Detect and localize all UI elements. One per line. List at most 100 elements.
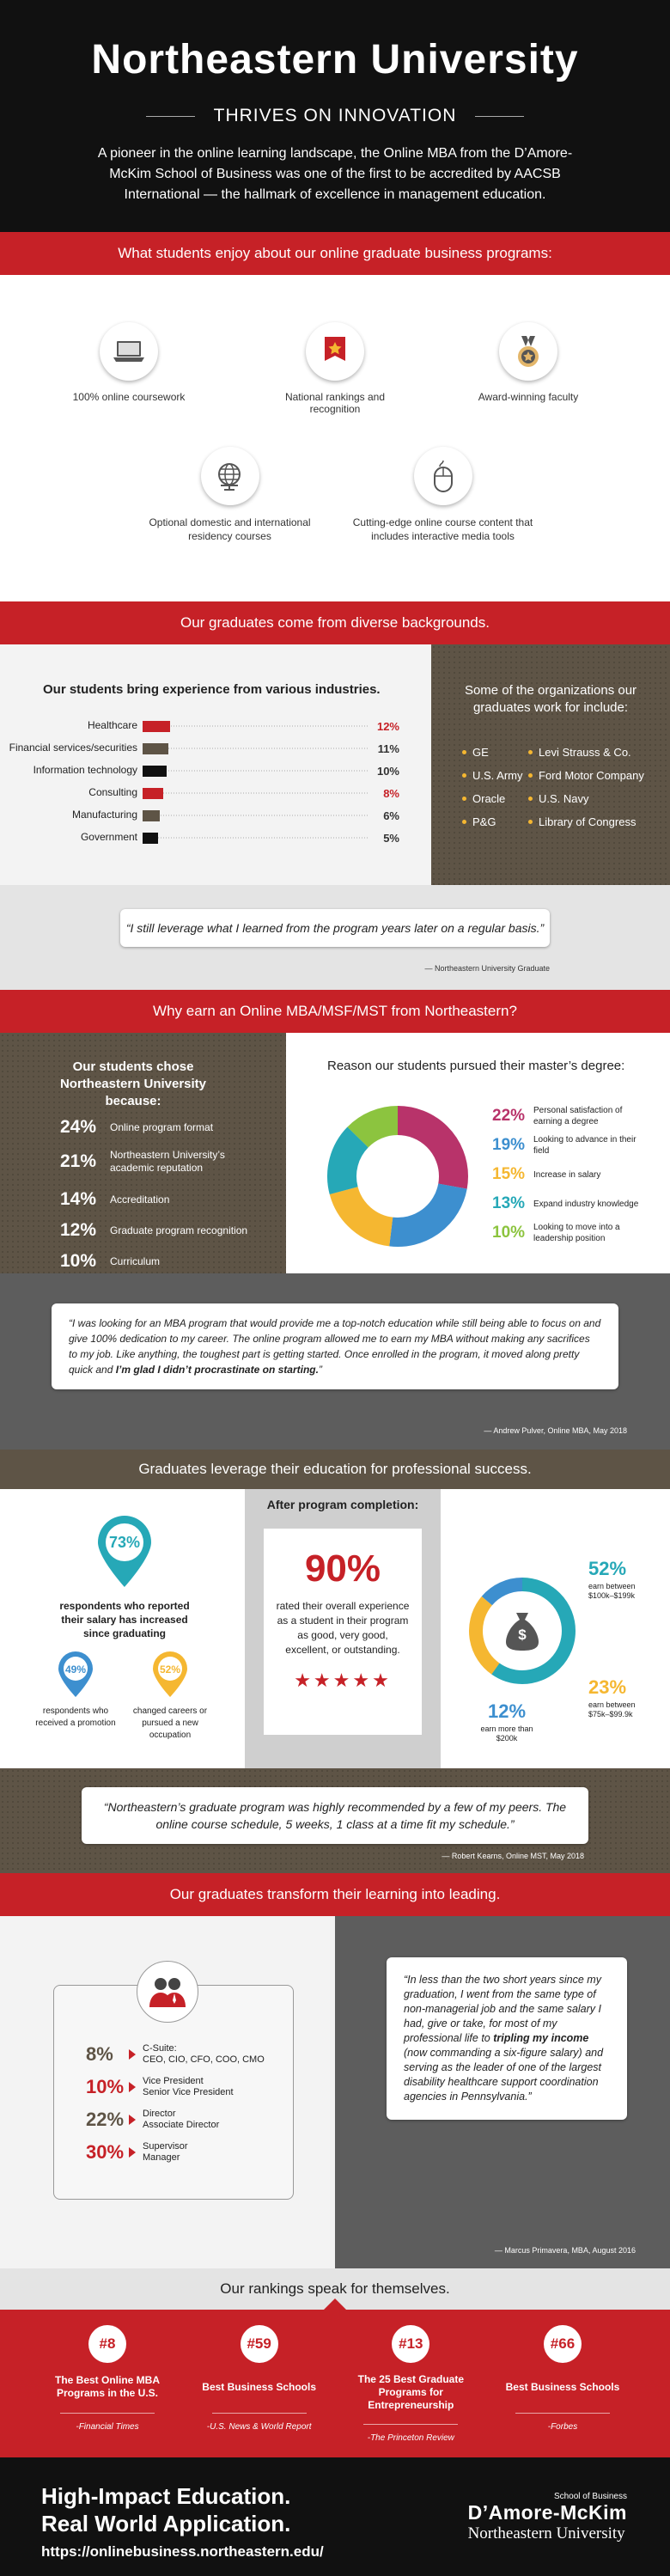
industry-chart-title: Our students bring experience from vario… — [43, 682, 381, 697]
salary-range: earn between $75k–$99.9k — [588, 1700, 636, 1718]
quote-author: — Northeastern University Graduate — [424, 964, 550, 973]
logo-school-name: D’Amore-McKim — [467, 2501, 627, 2524]
orgs-list-right: Levi Strauss & Co. Ford Motor Company U.S.… — [528, 746, 644, 839]
ranking-title: Best Business Schools — [505, 2380, 620, 2393]
feature-label: Cutting-edge online course content that … — [352, 516, 533, 542]
school-logo: School of Business D’Amore-McKim Northea… — [468, 2492, 627, 2543]
icon-circle — [306, 322, 364, 381]
bar-value-label: 11% — [378, 742, 400, 755]
money-bag-symbol: $ — [518, 1627, 527, 1643]
ranking-badge: #13 — [392, 2325, 430, 2363]
organizations-panel: Some of the organizations our graduates … — [431, 644, 670, 885]
bullet-dot — [462, 773, 466, 778]
industry-bar — [143, 810, 160, 821]
quote-card: “I still leverage what I learned from th… — [120, 909, 550, 947]
chevron-right-icon — [129, 2082, 136, 2092]
org-name: Library of Congress — [539, 815, 636, 828]
industry-bar — [143, 766, 167, 777]
legend-pct: 22% — [492, 1107, 526, 1125]
section-heading: Our graduates come from diverse backgrou… — [180, 614, 490, 631]
quote-text: “I was looking for an MBA program that w… — [69, 1317, 601, 1376]
logo-university: Northeastern University — [467, 2524, 625, 2542]
globe-icon — [217, 463, 241, 491]
reason-row: 21% Northeastern University’s academic re… — [60, 1143, 266, 1181]
bullet-dot — [462, 750, 466, 754]
org-name: Ford Motor Company — [539, 769, 644, 782]
bar-category-label: Healthcare — [88, 719, 137, 731]
divider — [363, 2424, 459, 2425]
org-item: U.S. Army — [462, 769, 523, 782]
reasons-panel: Reason our students pursued their master… — [286, 1033, 670, 1273]
org-item: Oracle — [462, 792, 523, 805]
intro-text: A pioneer in the online learning landsca… — [97, 146, 573, 202]
bar-value-label: 6% — [383, 809, 399, 822]
subtitle-row: THRIVES ON INNOVATION — [146, 106, 524, 126]
chose-panel: Our students chose Northeastern Universi… — [0, 1033, 286, 1273]
industry-bar — [143, 721, 170, 732]
rating-card: 90% rated their overall experience as a … — [264, 1529, 422, 1735]
salary-donut-chart — [469, 1578, 576, 1684]
legend-label: Increase in salary — [533, 1169, 601, 1180]
industry-bar — [143, 743, 168, 754]
chevron-right-icon — [129, 2147, 136, 2158]
feature-item: 100% online coursework — [69, 322, 189, 403]
legend-item: 15% Increase in salary — [492, 1160, 664, 1189]
money-bag-icon — [506, 1613, 539, 1651]
role-pct: 22% — [86, 2109, 125, 2130]
quote-emphasis: I’m glad I didn’t procrastinate on start… — [115, 1364, 319, 1376]
section-heading: Graduates leverage their education for p… — [138, 1461, 532, 1477]
salary-label: 23% earn between $75k–$99.9k — [588, 1676, 655, 1719]
bar-category-label: Consulting — [88, 786, 137, 798]
legend-pct: 19% — [492, 1136, 526, 1154]
page-title: Northeastern University — [91, 37, 579, 82]
backgrounds-heading-bar: Our graduates come from diverse backgrou… — [0, 601, 670, 644]
legend-pct: 10% — [492, 1224, 526, 1242]
org-name: Oracle — [472, 792, 506, 805]
leverage-heading-bar: Graduates leverage their education for p… — [0, 1450, 670, 1489]
quote-text: “I still leverage what I learned from th… — [125, 921, 545, 935]
icon-circle — [200, 447, 259, 505]
rating-pct: 90% — [304, 1547, 381, 1590]
section-heading: Our rankings speak for themselves. — [220, 2280, 450, 2297]
ranking-source: -Financial Times — [76, 2422, 139, 2432]
logo-school-label: School of Business — [553, 2492, 627, 2501]
divider — [211, 2413, 307, 2414]
legend-item: 13% Expand industry knowledge — [492, 1189, 664, 1218]
award-ribbon-icon — [325, 337, 345, 361]
leverage-right: $ 52% earn between $100k–$199k 23% earn bet… — [441, 1489, 670, 1768]
section-heading: Why earn an Online MBA/MSF/MST from Nort… — [153, 1003, 517, 1019]
org-name: GE — [472, 746, 489, 759]
leading-heading-bar: Our graduates transform their learning i… — [0, 1873, 670, 1916]
leading-quote-panel: “In less than the two short years since … — [335, 1916, 670, 2268]
ranking-item: #66 Best Business Schools -Forbes — [490, 2325, 636, 2454]
quote-author: — Marcus Primavera, MBA, August 2016 — [494, 2246, 636, 2255]
bullet-dot — [528, 750, 533, 754]
role-pct: 30% — [86, 2141, 125, 2163]
org-name: Levi Strauss & Co. — [539, 746, 631, 759]
org-name: P&G — [472, 815, 496, 828]
roles-list: 8% C-Suite: CEO, CIO, CFO, COO, CMO 10% Vic… — [86, 2038, 283, 2169]
salary-pct: 52% — [588, 1558, 627, 1579]
bullet-dot — [528, 773, 533, 778]
rankings-section: #8 The Best Online MBA Programs in the U.… — [0, 2298, 670, 2457]
ranking-number: #66 — [550, 2335, 576, 2352]
reason-pct: 24% — [60, 1117, 97, 1137]
legend-label: Expand industry knowledge — [533, 1199, 639, 1209]
industries-panel: Our students bring experience from vario… — [0, 644, 431, 885]
role-label: Supervisor Manager — [143, 2141, 188, 2163]
reason-pct: 14% — [60, 1189, 97, 1209]
ranking-badge: #8 — [88, 2325, 126, 2363]
header: Northeastern University THRIVES ON INNOV… — [0, 0, 670, 232]
reason-donut-chart — [326, 1105, 468, 1247]
roles-panel: 8% C-Suite: CEO, CIO, CFO, COO, CMO 10% Vic… — [0, 1916, 335, 2268]
legend-label: Looking to advance in their field — [533, 1135, 636, 1156]
reasons-title: Reason our students pursued their master… — [327, 1059, 625, 1073]
divider — [60, 2413, 155, 2414]
footer-url[interactable]: https://onlinebusiness.northeastern.edu/ — [41, 2543, 324, 2560]
section-heading: What students enjoy about our online gra… — [118, 245, 552, 261]
feature-label: Award-winning faculty — [478, 391, 579, 403]
ranking-title: Best Business Schools — [202, 2380, 317, 2393]
ranking-number: #59 — [247, 2335, 271, 2352]
feature-label: National rankings and recognition — [284, 391, 386, 415]
leverage-middle: After program completion: 90% rated thei… — [245, 1489, 441, 1768]
